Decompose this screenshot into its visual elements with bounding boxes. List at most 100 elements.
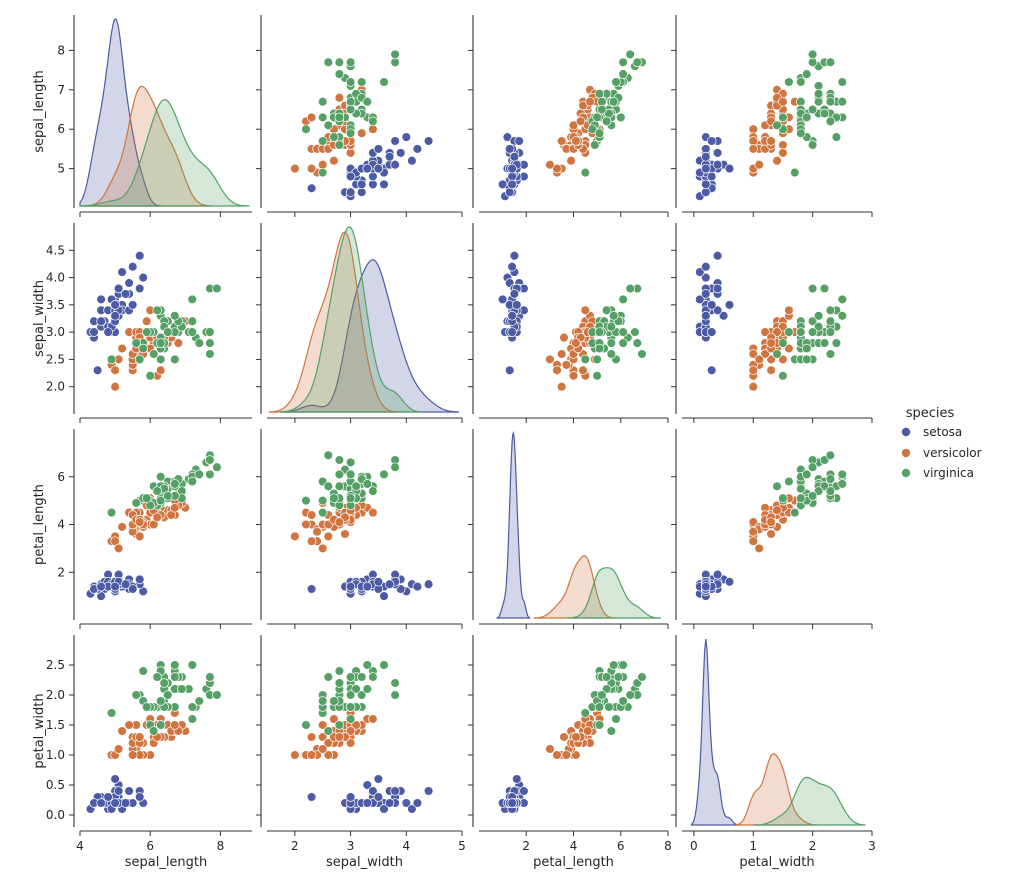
point-versicolor (748, 365, 759, 376)
point-virginica (155, 720, 166, 730)
point-versicolor (760, 349, 770, 359)
point-versicolor (317, 720, 328, 730)
point-virginica (379, 660, 389, 670)
point-virginica (592, 112, 602, 123)
point-versicolor (356, 128, 367, 138)
point-virginica (106, 708, 117, 718)
point-setosa (701, 179, 711, 190)
panel-petal_length-vs-sepal_length: 2 4 6 (57, 429, 252, 629)
point-virginica (205, 469, 215, 480)
legend-entry-setosa: setosa (901, 425, 962, 439)
point-setosa (407, 804, 417, 814)
point-virginica (212, 462, 222, 472)
x-axis-label-sepal_length: sepal_length (125, 855, 208, 870)
point-versicolor (748, 349, 759, 359)
point-virginica (837, 469, 848, 480)
point-virginica (637, 349, 647, 359)
point-setosa (368, 179, 378, 190)
point-setosa (362, 163, 373, 174)
point-setosa (706, 300, 717, 310)
point-virginica (317, 167, 328, 178)
point-virginica (807, 491, 818, 501)
point-virginica (345, 493, 356, 503)
point-virginica (790, 167, 800, 178)
point-virginica (801, 354, 812, 365)
point-virginica (618, 696, 628, 706)
legend-entry-versicolor: versicolor (901, 446, 982, 460)
point-versicolor (323, 738, 334, 748)
point-versicolor (334, 732, 345, 742)
point-virginica (784, 77, 794, 87)
point-setosa (706, 327, 717, 337)
panel-marks (79, 18, 250, 207)
point-setosa (706, 136, 717, 146)
point-versicolor (778, 321, 788, 332)
point-virginica (351, 481, 361, 492)
point-virginica (825, 57, 836, 68)
point-virginica (170, 354, 180, 365)
point-versicolor (571, 136, 581, 146)
point-virginica (790, 507, 800, 518)
point-versicolor (585, 96, 595, 107)
point-virginica (148, 349, 159, 359)
point-virginica (597, 104, 607, 115)
panel-marks (290, 450, 434, 601)
point-setosa (356, 179, 367, 190)
point-virginica (807, 316, 818, 326)
point-virginica (594, 128, 605, 138)
point-setosa (712, 148, 723, 158)
point-versicolor (345, 738, 356, 748)
kde-virginica (79, 98, 250, 207)
point-virginica (301, 720, 311, 730)
point-versicolor (301, 519, 311, 530)
y-tick-label: 2 (57, 565, 65, 579)
point-virginica (807, 140, 818, 150)
y-tick-label: 1.0 (46, 748, 65, 762)
point-virginica (618, 69, 628, 79)
point-versicolor (306, 536, 317, 546)
point-virginica (345, 128, 356, 138)
legend-entry-virginica: virginica (901, 466, 974, 480)
point-versicolor (329, 155, 339, 166)
point-versicolor (748, 526, 759, 537)
point-virginica (594, 343, 605, 354)
point-setosa (701, 144, 711, 154)
point-setosa (412, 581, 423, 592)
point-virginica (611, 714, 621, 724)
point-virginica (587, 124, 598, 134)
point-versicolor (155, 365, 166, 376)
panel-marks (290, 49, 434, 201)
point-setosa (712, 250, 723, 261)
point-virginica (170, 660, 180, 670)
point-setosa (368, 171, 378, 182)
panel-marks (497, 250, 647, 392)
point-virginica (594, 702, 605, 712)
point-versicolor (323, 531, 334, 542)
point-virginica (807, 49, 818, 60)
point-setosa (113, 786, 124, 796)
point-setosa (519, 786, 529, 796)
point-virginica (825, 349, 836, 359)
legend: species setosa versicolor virginica (901, 406, 982, 480)
panel-sepal_length-vs-sepal_length: 5 6 7 8 (57, 15, 252, 217)
point-versicolor (152, 512, 162, 523)
point-virginica (825, 486, 836, 496)
point-versicolor (127, 750, 138, 760)
point-versicolor (110, 381, 120, 392)
point-setosa (509, 289, 520, 299)
point-virginica (159, 678, 169, 688)
y-tick-label: 0.0 (46, 808, 65, 822)
point-setosa (412, 798, 423, 808)
point-virginica (606, 726, 617, 736)
x-tick-label: 6 (617, 839, 625, 853)
panel-petal_length-vs-petal_width (671, 429, 873, 629)
x-tick-label: 2 (291, 839, 299, 853)
point-virginica (606, 338, 617, 348)
point-versicolor (568, 371, 579, 381)
point-versicolor (113, 744, 124, 754)
point-setosa (384, 579, 395, 589)
panel-marks (496, 430, 661, 619)
y-tick-label: 2.5 (46, 658, 65, 672)
point-setosa (124, 278, 134, 288)
point-virginica (323, 120, 334, 131)
